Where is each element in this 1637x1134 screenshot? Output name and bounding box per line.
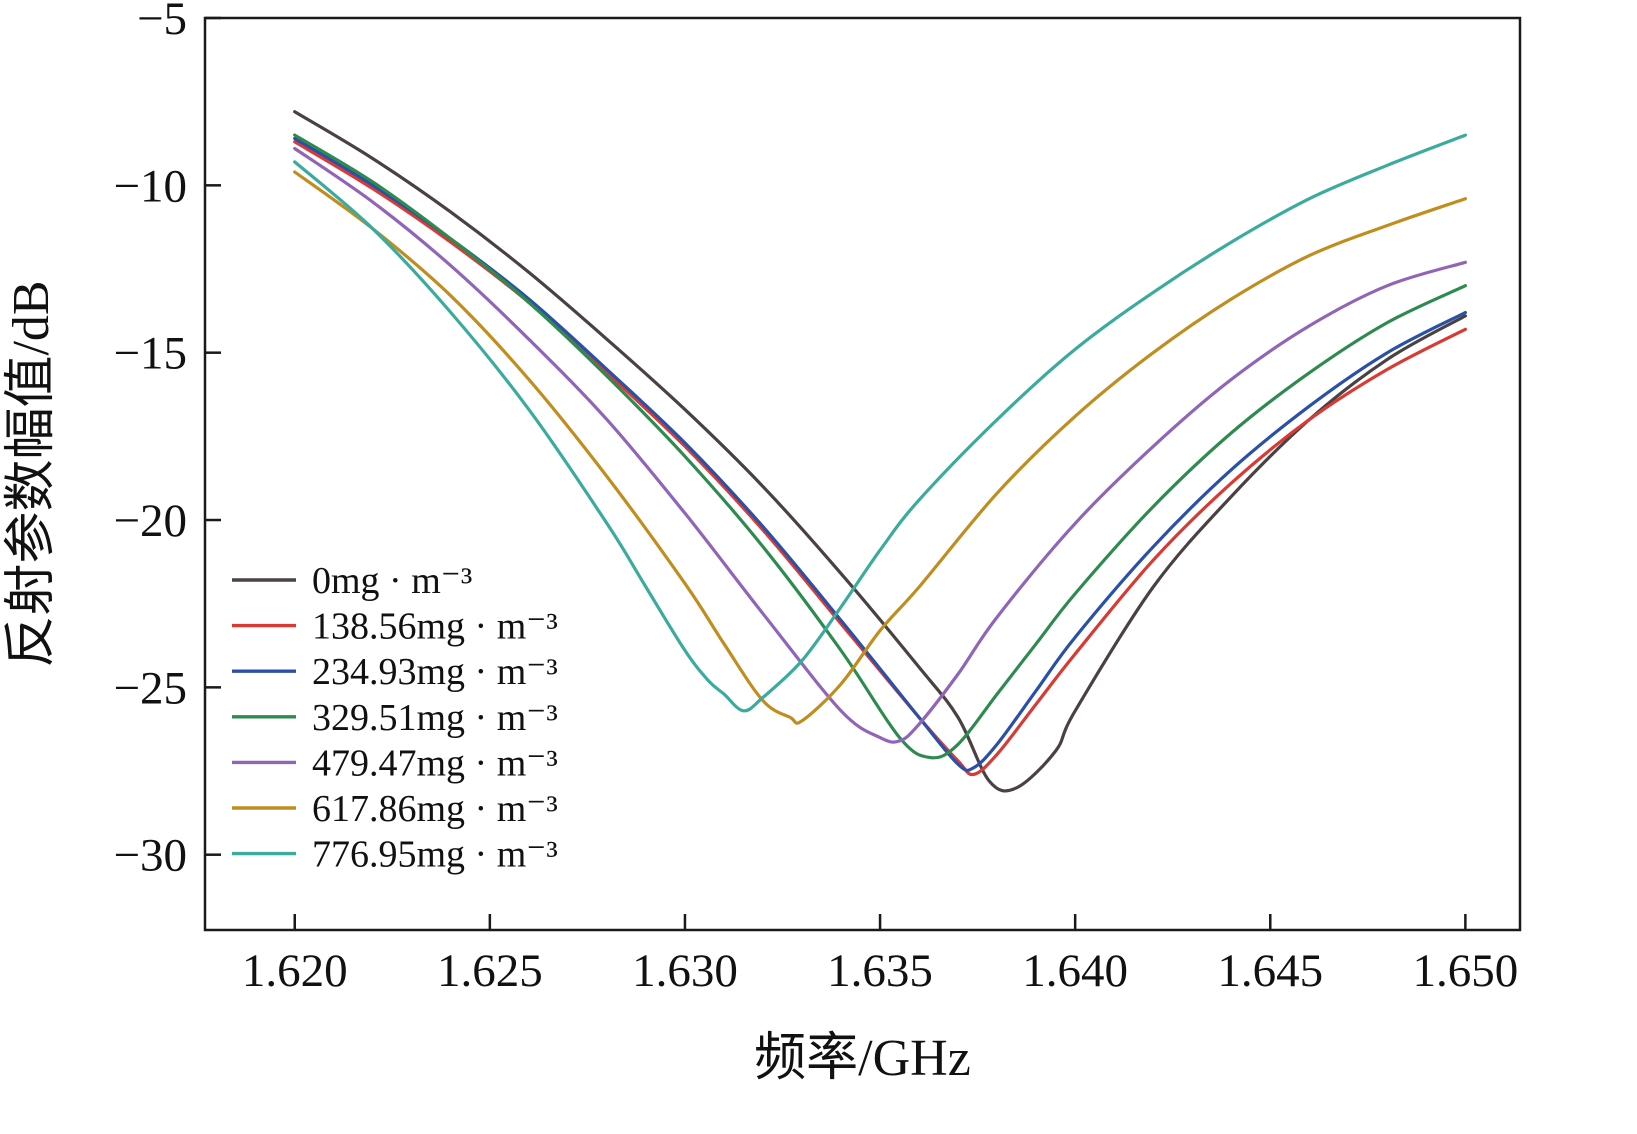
y-tick-label: −5 <box>137 0 187 45</box>
legend-label-5: 617.86mg · m⁻³ <box>312 788 558 830</box>
x-tick-label: 1.625 <box>437 945 543 997</box>
y-tick-label: −15 <box>113 328 187 380</box>
y-axis-label: 反射参数幅值/dB <box>3 280 60 667</box>
x-axis-label: 频率/GHz <box>754 1030 971 1087</box>
curve-series-0 <box>293 110 1467 793</box>
x-tick-label: 1.620 <box>242 945 348 997</box>
x-tick-label: 1.650 <box>1412 945 1518 997</box>
curve-series-5 <box>293 170 1467 725</box>
curve-series-6 <box>293 133 1467 713</box>
x-tick-label: 1.635 <box>827 945 933 997</box>
x-tick-label: 1.640 <box>1022 945 1128 997</box>
curve-series-4 <box>293 146 1467 744</box>
legend-label-0: 0mg · m⁻³ <box>312 560 472 602</box>
y-tick-label: −10 <box>113 160 187 212</box>
legend-label-4: 479.47mg · m⁻³ <box>312 742 558 784</box>
curve-series-3 <box>293 133 1467 760</box>
legend-label-3: 329.51mg · m⁻³ <box>312 697 558 739</box>
legend-label-6: 776.95mg · m⁻³ <box>312 834 558 876</box>
x-tick-label: 1.645 <box>1217 945 1323 997</box>
y-tick-label: −20 <box>113 495 187 547</box>
legend-label-1: 138.56mg · m⁻³ <box>312 606 558 648</box>
y-tick-label: −25 <box>113 662 187 714</box>
x-tick-label: 1.630 <box>632 945 738 997</box>
plot-frame <box>203 16 1522 932</box>
legend-label-2: 234.93mg · m⁻³ <box>312 651 558 693</box>
curves-group <box>293 110 1467 793</box>
y-tick-label: −30 <box>113 830 187 882</box>
